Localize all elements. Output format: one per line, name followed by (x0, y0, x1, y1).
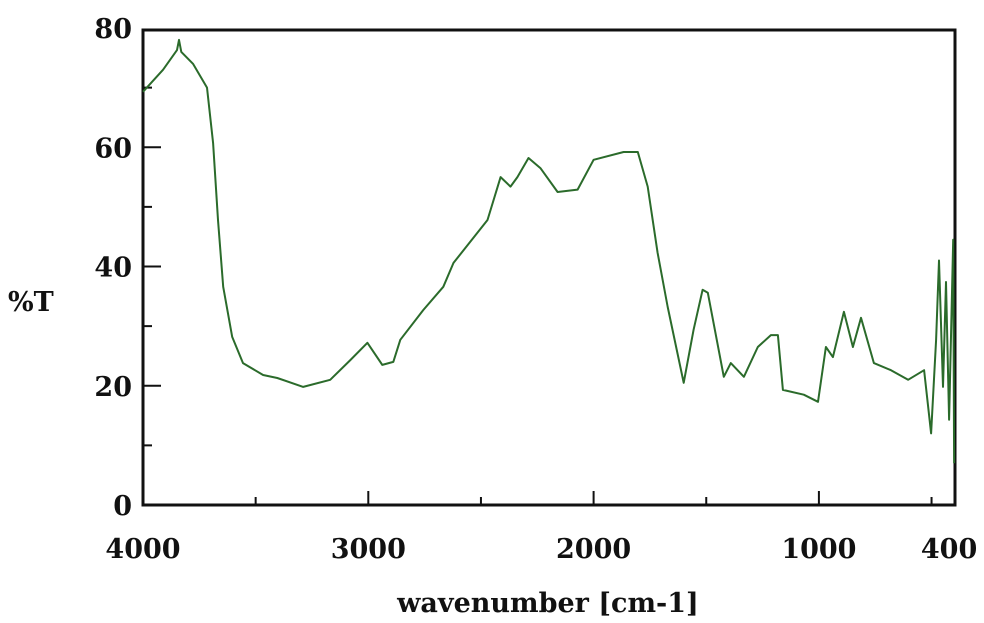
x-tick-label: 400 (921, 534, 977, 565)
y-tick-label: 60 (94, 133, 132, 164)
x-tick-label: 3000 (331, 534, 406, 565)
plot-frame (141, 28, 957, 507)
y-tick-label: 40 (94, 253, 132, 284)
y-axis-label: %T (8, 287, 54, 318)
x-tick-label: 4000 (105, 534, 180, 565)
x-tick-label: 2000 (556, 534, 631, 565)
y-tick-label: 80 (94, 14, 132, 45)
spectrum-line (142, 38, 956, 464)
x-axis-label: wavenumber [cm-1] (396, 588, 699, 619)
y-tick-label: 20 (94, 372, 132, 403)
y-tick-label: 0 (113, 491, 132, 522)
x-tick-label: 1000 (781, 534, 856, 565)
